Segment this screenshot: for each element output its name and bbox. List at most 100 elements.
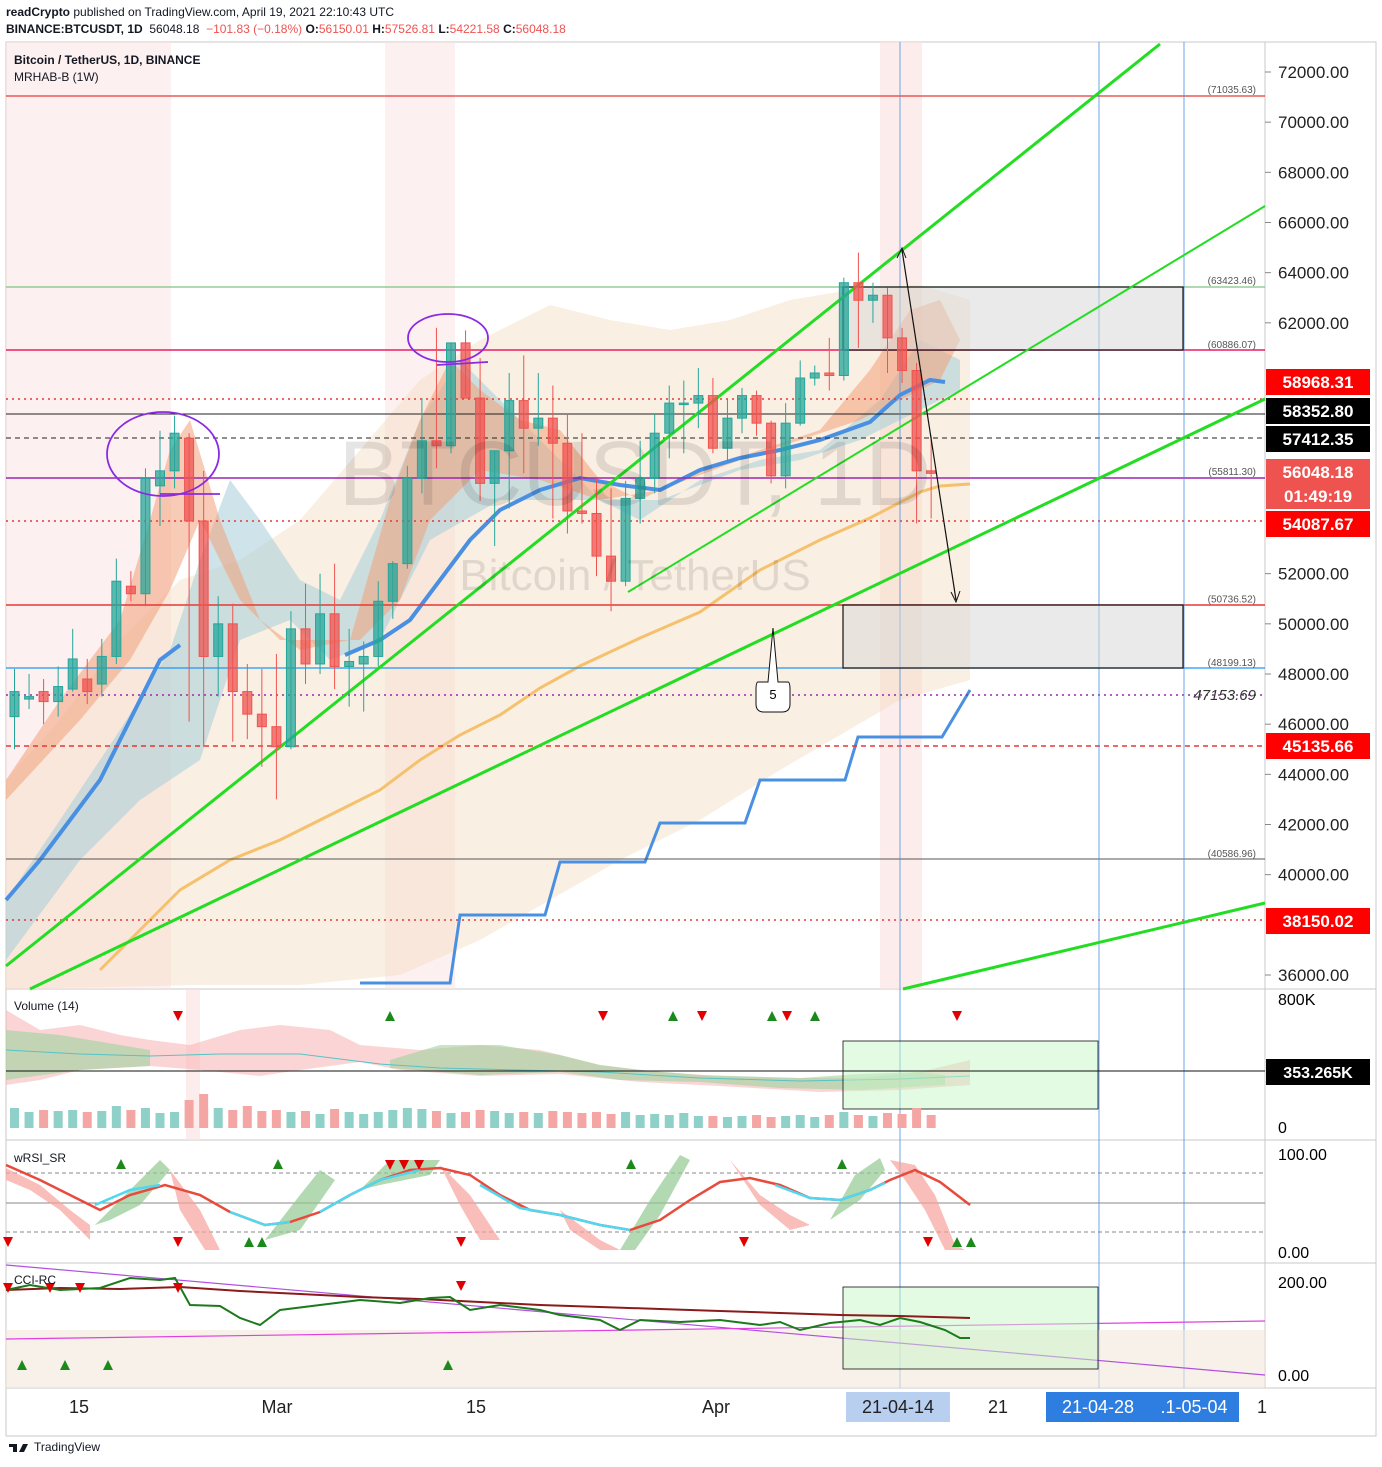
candle[interactable] [824, 337, 835, 391]
candle[interactable] [620, 480, 631, 587]
trend-line-main[interactable] [29, 397, 1266, 991]
candle[interactable] [402, 465, 413, 569]
candle[interactable] [96, 638, 107, 697]
trend-line-low[interactable] [902, 901, 1266, 991]
callout-text: 5 [769, 687, 776, 702]
candle[interactable] [867, 282, 878, 323]
candle[interactable] [38, 679, 49, 725]
candle[interactable] [547, 385, 558, 519]
trend-lines[interactable] [5, 42, 1266, 991]
candle[interactable] [693, 367, 704, 429]
candle[interactable] [766, 420, 777, 484]
volume-cloud-green-2 [390, 1045, 945, 1090]
volume-bar [213, 1108, 223, 1128]
candle[interactable] [315, 573, 326, 674]
price-badge: 57412.35 [1266, 426, 1370, 452]
candle[interactable] [926, 435, 937, 519]
volume-axis-zero: 0 [1278, 1120, 1287, 1137]
candle[interactable] [518, 355, 529, 474]
candle[interactable] [53, 666, 64, 717]
candle[interactable] [285, 611, 296, 750]
price-axis[interactable]: 72000.00 70000.00 68000.00 66000.00 64000.00… [1265, 63, 1349, 985]
candle[interactable] [533, 373, 544, 446]
candle[interactable] [213, 596, 224, 697]
volume-bar [184, 1100, 194, 1128]
candle[interactable] [882, 287, 893, 373]
candle[interactable] [649, 413, 660, 494]
candle[interactable] [576, 433, 587, 524]
cci-zone-box[interactable] [842, 1286, 1099, 1370]
trend-line-steep[interactable] [5, 42, 1161, 968]
candle[interactable] [198, 470, 209, 747]
trend-line-parallel[interactable] [627, 205, 1266, 593]
price-badge-bg [1266, 483, 1370, 509]
price-badge-bg [1266, 398, 1370, 424]
candle[interactable] [606, 488, 617, 612]
time-tick-label: 1 [1257, 1397, 1267, 1417]
candle-body [125, 585, 136, 595]
candle[interactable] [562, 413, 573, 534]
candle[interactable] [809, 365, 820, 386]
low-value: 54221.58 [449, 22, 500, 36]
candle[interactable] [67, 628, 78, 692]
candle[interactable] [664, 385, 675, 459]
candle[interactable] [635, 440, 646, 524]
candle[interactable] [591, 478, 602, 577]
upper-zone-box[interactable] [842, 286, 1184, 351]
candle[interactable] [169, 415, 180, 489]
candle[interactable] [911, 362, 922, 524]
candle[interactable] [780, 403, 791, 489]
candle[interactable] [853, 252, 864, 348]
candle[interactable] [897, 327, 908, 384]
candle[interactable] [373, 581, 384, 667]
footer-brand[interactable]: TradingView [34, 1440, 101, 1454]
candle[interactable] [344, 628, 355, 707]
candle[interactable] [795, 360, 806, 426]
candle[interactable] [431, 327, 442, 469]
volume-zone-box[interactable] [842, 1040, 1099, 1110]
chart-title: Bitcoin / TetherUS, 1D, BINANCE [14, 53, 201, 67]
candle[interactable] [329, 563, 340, 690]
volume-bar [82, 1112, 92, 1128]
candle[interactable] [140, 468, 151, 607]
candle[interactable] [489, 450, 500, 547]
candle[interactable] [387, 561, 398, 619]
candle[interactable] [82, 658, 93, 705]
candle[interactable] [722, 398, 733, 461]
candle-body [271, 726, 282, 748]
candle[interactable] [256, 668, 267, 767]
candle[interactable] [111, 558, 122, 664]
candle[interactable] [24, 674, 35, 710]
callout-bubble[interactable] [755, 627, 791, 713]
candle[interactable] [242, 663, 253, 740]
candle[interactable] [751, 390, 762, 436]
candle[interactable] [9, 668, 20, 750]
candle-body [373, 600, 384, 657]
candle[interactable] [707, 378, 718, 454]
candle-body [213, 623, 224, 657]
candle[interactable] [358, 641, 369, 712]
price-badge-text: 45135.66 [1283, 737, 1354, 756]
candle[interactable] [737, 388, 747, 434]
candle[interactable] [155, 430, 165, 527]
author-name[interactable]: readCrypto [6, 5, 71, 19]
candle[interactable] [227, 603, 238, 742]
candle[interactable] [678, 380, 689, 454]
level-label: (63423.46) [1208, 276, 1256, 287]
candle[interactable] [125, 571, 136, 602]
signal-down-icon [3, 1237, 13, 1247]
candle[interactable] [416, 398, 427, 494]
price-badge-bg [1266, 733, 1370, 759]
candle[interactable] [475, 357, 486, 501]
candle-body [766, 422, 777, 477]
candle[interactable] [300, 583, 311, 685]
lower-zone-box[interactable] [842, 604, 1184, 669]
candle[interactable] [504, 373, 515, 509]
candle[interactable] [838, 277, 849, 381]
signal-down-icon [45, 1283, 55, 1293]
candle[interactable] [271, 653, 282, 800]
time-axis[interactable]: 15 Mar 15 Apr 21 21-04-14 21-04-28 .1-05-04 1 [69, 1392, 1267, 1422]
candles[interactable] [9, 252, 937, 800]
candle[interactable] [184, 433, 195, 722]
